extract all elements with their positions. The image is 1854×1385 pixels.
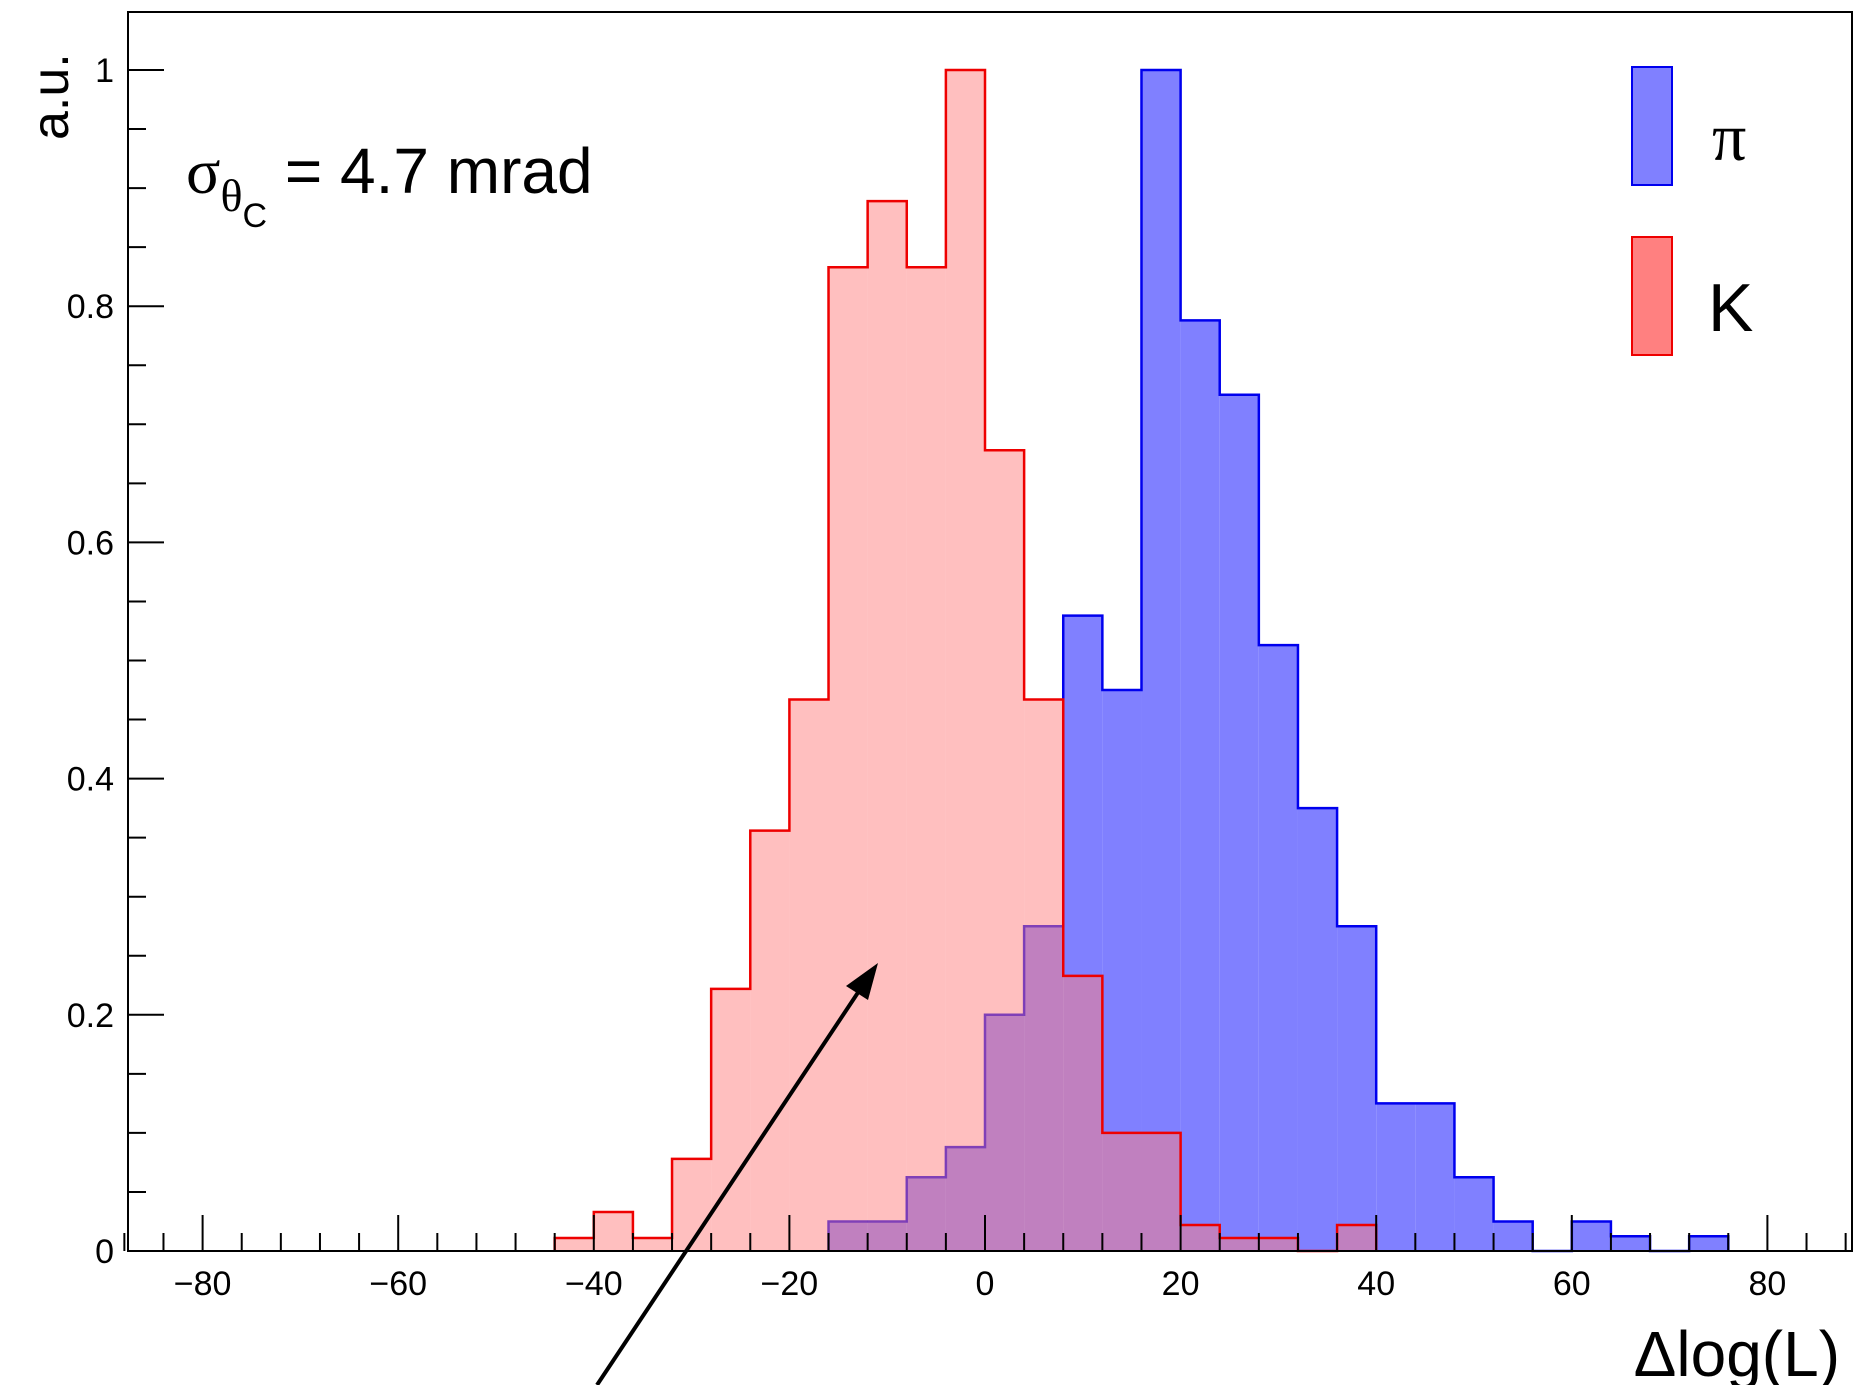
x-tick-label: −20 xyxy=(761,1265,819,1303)
bar-k-12 xyxy=(1024,699,1064,1251)
plot-frame xyxy=(127,11,1853,1252)
axes xyxy=(127,11,1853,1252)
outline-k xyxy=(553,68,1378,1253)
resolution-annotation: σθC = 4.7 mrad xyxy=(186,135,593,235)
y-tick-label: 0.2 xyxy=(67,997,114,1035)
bar-k-1 xyxy=(593,1212,633,1251)
bar-pi-19 xyxy=(1571,1221,1611,1251)
bar-pi-17 xyxy=(1493,1221,1533,1251)
bar-pi-13 xyxy=(1337,926,1377,1251)
theta-subscript: θ xyxy=(221,170,243,221)
bar-k-5 xyxy=(750,830,790,1251)
pointer-arrow xyxy=(595,963,878,1385)
bar-k-9 xyxy=(906,267,946,1251)
bar-pi-15 xyxy=(1415,1103,1455,1251)
y-tick-label: 0.4 xyxy=(67,761,114,799)
k-series-bars xyxy=(553,68,1378,1253)
y-axis-label: a.u. xyxy=(22,53,80,140)
bar-k-2 xyxy=(632,1238,673,1251)
bar-pi-12 xyxy=(1297,808,1338,1251)
axis-ticks: −80 −60 −40 −20 0 20 40 60 80 0 0.2 0.4 0.6 0.8 1 xyxy=(67,52,1847,1303)
y-tick-label: 0.6 xyxy=(67,524,114,562)
x-tick-label: 80 xyxy=(1748,1265,1786,1303)
bar-pi-22 xyxy=(1689,1236,1729,1251)
legend-swatch-pi xyxy=(1631,66,1673,186)
x-tick-label: −60 xyxy=(369,1265,427,1303)
bar-k-13 xyxy=(1063,975,1103,1251)
x-tick-label: 40 xyxy=(1357,1265,1395,1303)
sigma-symbol: σ xyxy=(186,136,221,207)
legend-label-k: K xyxy=(1708,270,1753,346)
bar-pi-20 xyxy=(1610,1236,1651,1251)
y-tick-label: 1 xyxy=(95,52,114,90)
bar-pi-16 xyxy=(1454,1177,1494,1251)
bar-k-10 xyxy=(945,70,985,1251)
x-tick-label: −80 xyxy=(174,1265,232,1303)
bar-k-11 xyxy=(985,450,1025,1252)
bar-k-8 xyxy=(867,201,907,1251)
legend-swatch-k xyxy=(1631,236,1673,356)
bar-k-6 xyxy=(789,699,829,1251)
bar-k-15 xyxy=(1141,1132,1181,1251)
x-tick-label: 0 xyxy=(976,1265,995,1303)
bar-k-17 xyxy=(1219,1238,1259,1251)
x-tick-label: 20 xyxy=(1162,1265,1200,1303)
y-tick-label: 0 xyxy=(95,1233,114,1271)
bar-pi-9 xyxy=(1180,320,1220,1251)
bar-k-3 xyxy=(672,1158,712,1251)
bar-k-7 xyxy=(828,267,868,1251)
x-tick-label: 60 xyxy=(1553,1265,1591,1303)
bar-k-20 xyxy=(1337,1225,1377,1251)
resolution-value: = 4.7 mrad xyxy=(267,135,593,207)
x-tick-label: −40 xyxy=(565,1265,623,1303)
legend-label-pi: π xyxy=(1712,99,1746,175)
legend: π K xyxy=(1631,66,1753,356)
bar-pi-8 xyxy=(1141,70,1181,1251)
bar-k-16 xyxy=(1180,1225,1220,1251)
bar-k-18 xyxy=(1258,1238,1298,1251)
bar-pi-14 xyxy=(1376,1103,1416,1251)
bar-k-14 xyxy=(1102,1132,1142,1251)
x-axis-label: Δlog(L) xyxy=(1634,1318,1840,1385)
bar-pi-11 xyxy=(1258,645,1298,1251)
y-tick-label: 0.8 xyxy=(67,288,114,326)
bar-k-0 xyxy=(554,1238,594,1251)
bar-k-4 xyxy=(711,988,751,1251)
bar-pi-10 xyxy=(1219,394,1259,1251)
c-subscript: C xyxy=(243,197,268,235)
